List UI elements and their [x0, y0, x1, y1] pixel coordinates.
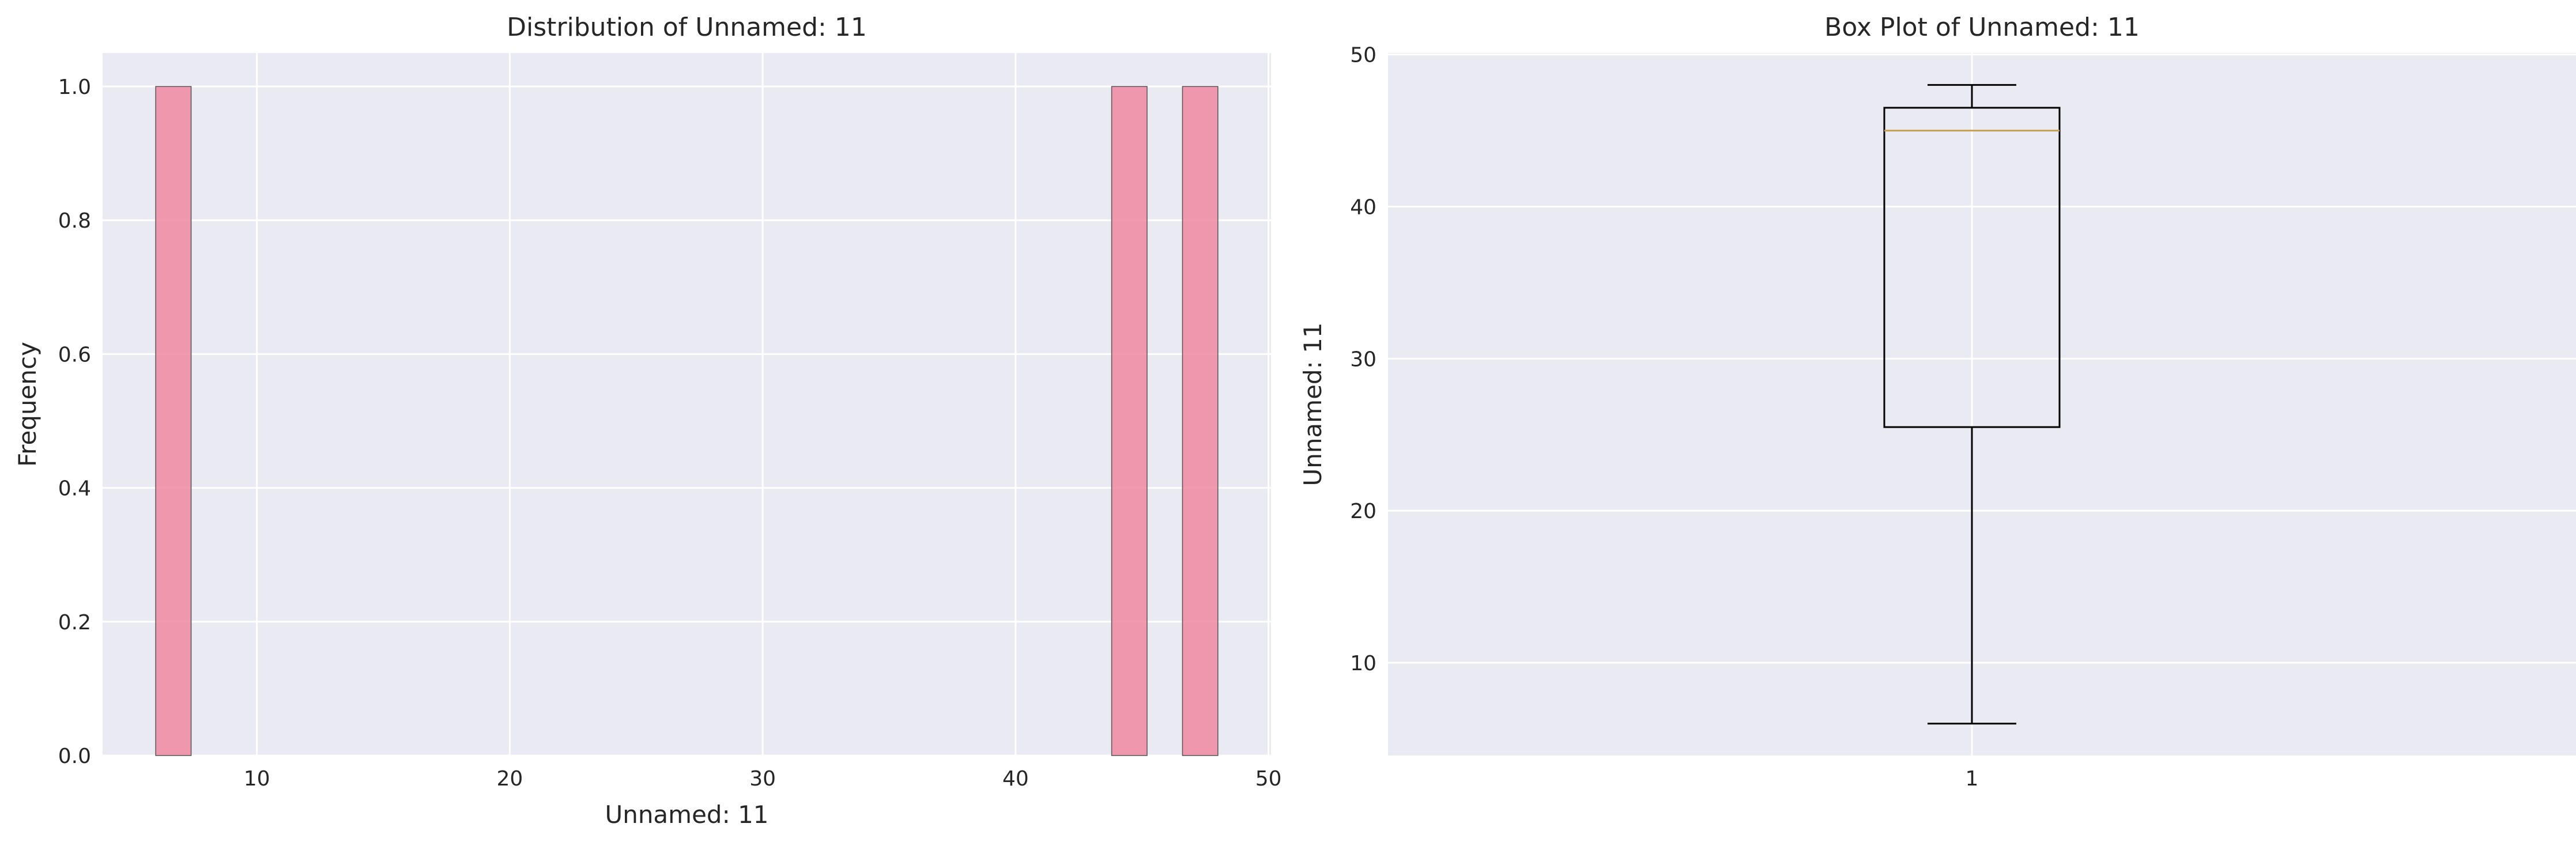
- boxplot-y-axis-label: Unnamed: 11: [1299, 322, 1327, 486]
- histogram-x-tick-label: 20: [496, 767, 523, 791]
- boxplot-y-tick-label: 10: [1350, 652, 1376, 675]
- histogram-y-tick-label: 1.0: [58, 75, 91, 99]
- histogram-plot-area: [103, 53, 1271, 756]
- boxplot-y-ticks: 10 20 30 40 50: [1350, 44, 1376, 675]
- histogram-x-tick-label: 50: [1255, 767, 1282, 791]
- boxplot-y-tick-label: 40: [1350, 195, 1376, 219]
- histogram-bar: [155, 86, 192, 756]
- boxplot-x-tick-label: 1: [1966, 767, 1979, 791]
- histogram-y-tick-label: 0.6: [58, 343, 91, 367]
- histogram-x-tick-label: 10: [244, 767, 270, 791]
- boxplot-x-ticks: 1: [1966, 767, 1979, 791]
- boxplot-plot-area: [1388, 53, 2576, 756]
- histogram-grid: [103, 53, 1271, 757]
- histogram-y-tick-label: 0.2: [58, 611, 91, 634]
- histogram-y-tick-label: 0.4: [58, 477, 91, 501]
- boxplot-panel: 1 10 20 30 40 50 Box Plot of Unnamed: 11 Unn…: [1299, 13, 2576, 791]
- histogram-x-tick-label: 40: [1002, 767, 1029, 791]
- histogram-x-tick-label: 30: [749, 767, 776, 791]
- histogram-y-tick-label: 0.0: [58, 745, 91, 768]
- boxplot-y-tick-label: 50: [1350, 44, 1376, 67]
- histogram-bar: [1111, 86, 1148, 756]
- histogram-panel: 10 20 30 40 50 0.0 0.2 0.4 0.6 0.8 1.0 Distributi…: [13, 13, 1282, 829]
- histogram-title: Distribution of Unnamed: 11: [507, 13, 867, 42]
- histogram-y-ticks: 0.0 0.2 0.4 0.6 0.8 1.0: [58, 75, 91, 768]
- boxplot-title: Box Plot of Unnamed: 11: [1824, 13, 2140, 42]
- histogram-y-axis-label: Frequency: [13, 342, 42, 467]
- boxplot-grid: [1388, 53, 2576, 756]
- boxplot-box: [1883, 84, 2061, 725]
- boxplot-y-tick-label: 30: [1350, 348, 1376, 371]
- histogram-x-axis-label: Unnamed: 11: [605, 800, 768, 829]
- histogram-y-tick-label: 0.8: [58, 209, 91, 233]
- boxplot-iqr-box: [1883, 107, 2061, 428]
- histogram-bars: [155, 86, 1219, 756]
- histogram-x-ticks: 10 20 30 40 50: [244, 767, 1282, 791]
- boxplot-y-tick-label: 20: [1350, 500, 1376, 523]
- histogram-bar: [1182, 86, 1219, 756]
